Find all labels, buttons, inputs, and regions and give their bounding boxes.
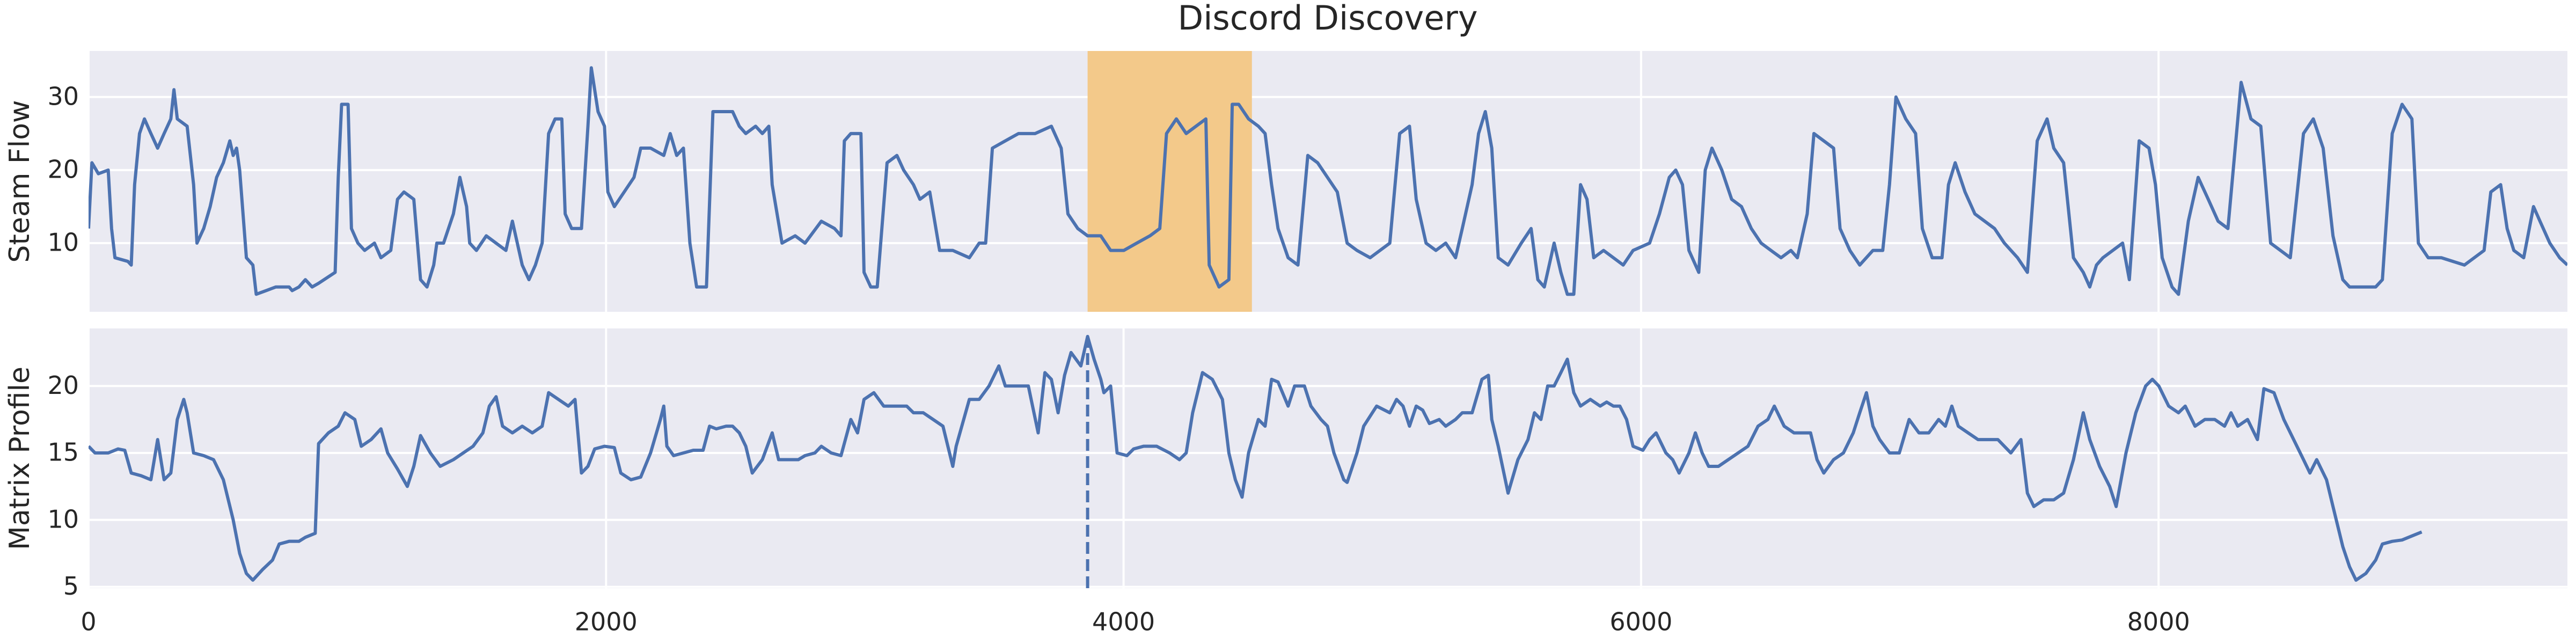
chart-title: Discord Discovery (1177, 0, 1477, 38)
data-line (89, 66, 2567, 296)
plot-area (89, 334, 2423, 588)
highlight-span (1087, 51, 1252, 312)
y-tick-label: 5 (63, 572, 79, 601)
y-tick-label: 10 (47, 504, 79, 533)
y-tick-label: 30 (47, 82, 79, 111)
x-tick-label: 4000 (1092, 608, 1155, 636)
data-line (89, 334, 2423, 582)
plot-background (89, 328, 2567, 588)
y-tick-label: 15 (47, 438, 79, 467)
y-axis-label: Matrix Profile (4, 367, 36, 550)
y-tick-label: 10 (47, 228, 79, 257)
y-axis-label: Steam Flow (4, 100, 36, 262)
y-tick-label: 20 (47, 371, 79, 400)
x-tick-label: 8000 (2127, 608, 2190, 636)
y-tick-label: 20 (47, 155, 79, 184)
subplot: 10 20 30 Steam Flow (4, 51, 2567, 312)
x-tick-label: 6000 (1609, 608, 1672, 636)
plot-area (89, 51, 2567, 312)
x-tick-label: 2000 (575, 608, 638, 636)
subplot: 5 10 15 20 0 2000 4000 6000 8000 Matrix Profile (4, 328, 2567, 636)
x-tick-label: 0 (80, 608, 96, 636)
